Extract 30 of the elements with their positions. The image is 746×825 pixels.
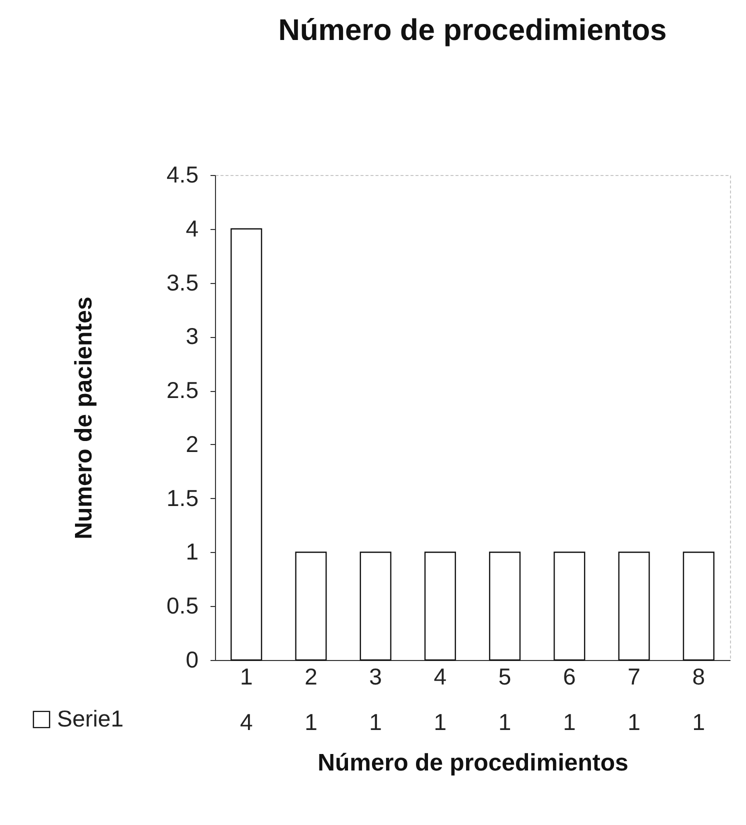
y-tick-label: 4.5 <box>166 162 198 188</box>
y-tick-label: 4 <box>186 215 199 242</box>
data-label: 1 <box>369 709 382 735</box>
data-label: 1 <box>692 709 706 735</box>
y-tick-label: 2.5 <box>166 377 198 404</box>
y-tick-label: 2 <box>186 430 198 457</box>
data-label: 1 <box>434 709 447 735</box>
data-label: 1 <box>563 709 576 735</box>
y-tick-label: 1.5 <box>166 484 198 511</box>
data-label: 1 <box>304 709 318 735</box>
x-tick-label: 7 <box>628 664 640 690</box>
y-tick-label: 1 <box>186 538 198 565</box>
y-axis-title: Numero de pacientes <box>70 296 98 540</box>
x-tick-label: 5 <box>498 664 512 690</box>
x-tick-label: 1 <box>240 664 253 690</box>
x-tick-label: 3 <box>369 664 382 690</box>
data-label: 1 <box>498 709 512 735</box>
y-tick-label: 0 <box>186 646 198 672</box>
x-axis-title: Número de procedimientos <box>318 750 628 776</box>
chart-title: Número de procedimientos <box>278 14 667 47</box>
x-tick-label: 4 <box>434 664 447 690</box>
legend-label: Serie1 <box>57 706 124 732</box>
x-tick-label: 2 <box>304 664 318 690</box>
data-label: 1 <box>628 709 640 735</box>
y-tick-label: 0.5 <box>166 592 198 619</box>
y-tick-label: 3 <box>186 323 198 350</box>
y-tick-label: 3.5 <box>166 269 198 296</box>
x-tick-label: 8 <box>692 664 706 690</box>
x-tick-label: 6 <box>563 664 576 690</box>
data-label: 4 <box>240 709 253 735</box>
